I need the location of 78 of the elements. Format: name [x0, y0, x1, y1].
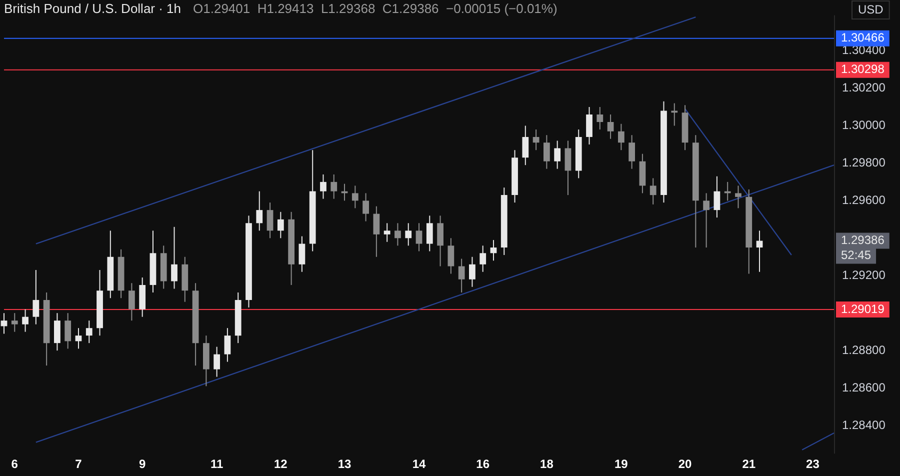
candlestick: [735, 185, 742, 209]
candlestick: [22, 308, 28, 332]
x-tick-label: 20: [678, 457, 692, 472]
x-tick-label: 18: [540, 457, 554, 472]
candlestick: [128, 282, 135, 322]
candlestick: [426, 215, 433, 252]
candlestick: [214, 346, 220, 378]
candlestick: [64, 312, 72, 350]
candlestick: [469, 256, 476, 288]
x-tick-label: 23: [806, 457, 820, 472]
candlestick: [86, 320, 92, 344]
y-tick-label: 1.30200: [842, 80, 886, 95]
candlestick: [448, 238, 454, 274]
candlestick: [298, 236, 306, 272]
candlestick: [75, 328, 82, 350]
y-tick-label: 1.30000: [842, 118, 886, 132]
candlestick: [618, 123, 624, 151]
x-tick-label: 19: [614, 457, 628, 472]
x-tick-label: 7: [75, 457, 82, 472]
candlestick: [628, 134, 636, 170]
candlestick: [490, 240, 497, 262]
candlestick: [458, 258, 465, 293]
candlestick: [32, 269, 40, 325]
y-tick-label: 1.29800: [842, 156, 886, 170]
candlestick: [224, 328, 231, 362]
candlestick: [416, 222, 422, 252]
candlestick: [256, 190, 263, 232]
y-tick-label: 1.29200: [842, 268, 886, 282]
candlestick: [11, 312, 18, 332]
candlestick: [171, 226, 178, 290]
candlestick: [554, 140, 561, 170]
y-tick-label: 1.28600: [842, 380, 886, 394]
y-tick-label: 1.29600: [842, 192, 886, 207]
candlestick: [373, 206, 380, 258]
candlestick: [703, 192, 710, 248]
candlestick: [544, 134, 550, 170]
candlestick: [480, 245, 486, 272]
candlestick: [596, 106, 604, 130]
candlestick: [564, 140, 572, 196]
x-tick-label: 13: [338, 457, 352, 472]
candlestick: [384, 222, 390, 242]
ref-line-label: 1.30298: [841, 62, 885, 76]
candlestick: [756, 230, 763, 272]
candlestick: [330, 174, 338, 200]
x-tick-label: 12: [274, 457, 288, 472]
candlestick: [650, 178, 656, 205]
candlestick: [586, 106, 592, 145]
x-tick-label: 16: [476, 457, 490, 472]
candlestick: [405, 222, 412, 246]
y-axis-title: USD: [858, 2, 884, 16]
chart-title: British Pound / U.S. Dollar · 1h: [4, 1, 182, 16]
x-tick-label: 9: [138, 457, 146, 472]
y-tick-label: 1.30400: [842, 43, 886, 58]
candlestick: [607, 114, 614, 140]
y-tick-label: 1.28800: [842, 342, 886, 357]
candlestick: [437, 215, 444, 267]
x-tick-label: 11: [210, 457, 224, 472]
candlestick: [532, 128, 540, 151]
candlestick: [671, 102, 678, 126]
candlestick: [714, 176, 720, 218]
candlestick: [277, 211, 284, 239]
ref-line-label: 1.30466: [841, 30, 885, 45]
candlestick: [320, 174, 326, 200]
ref-line-label: 1.29019: [841, 302, 885, 316]
candlestick: [394, 222, 401, 246]
candlestick: [522, 125, 529, 166]
candlestick: [266, 202, 274, 239]
candlestick: [352, 185, 358, 209]
candlestick: [362, 192, 369, 222]
y-tick-label: 1.28400: [842, 418, 886, 432]
candlestick: [54, 312, 60, 352]
x-tick-label: 21: [742, 457, 756, 472]
candlestick: [0, 312, 8, 334]
x-tick-label: 6: [11, 457, 18, 472]
text: 1.29386: [841, 233, 885, 248]
text: 52:45: [841, 248, 872, 262]
x-tick-label: 14: [412, 457, 426, 472]
annotation: O1.29401 H1.29413 L1.29368 C1.29386 −0.00015 (−0.01%): [193, 1, 558, 16]
